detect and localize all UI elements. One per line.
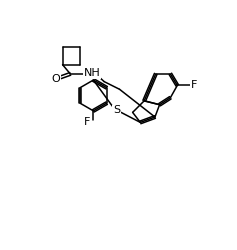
Text: S: S: [113, 105, 120, 115]
Text: O: O: [51, 74, 60, 84]
Text: NH: NH: [83, 68, 100, 78]
Text: F: F: [191, 80, 197, 90]
Text: F: F: [84, 117, 90, 127]
